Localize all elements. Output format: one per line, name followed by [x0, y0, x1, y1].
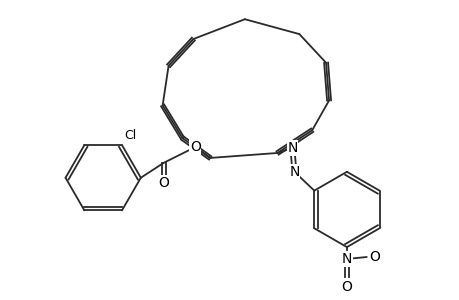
Text: O: O — [369, 250, 380, 264]
Text: O: O — [190, 140, 200, 154]
Text: N: N — [286, 141, 297, 155]
Text: N: N — [289, 165, 299, 179]
Text: N: N — [341, 252, 351, 266]
Text: O: O — [341, 280, 352, 294]
Text: Cl: Cl — [124, 129, 136, 142]
Text: O: O — [158, 176, 169, 190]
